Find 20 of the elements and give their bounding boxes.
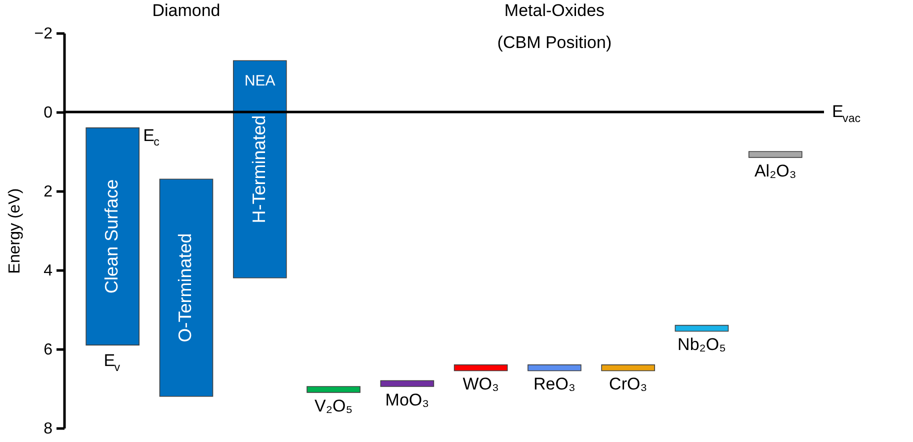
x-tick-label: V₂O₅ xyxy=(314,396,353,416)
x-tick-label: O-Terminated xyxy=(175,233,196,342)
y-tick-label: −2 xyxy=(34,26,53,42)
x-tick-label: Clean Surface xyxy=(102,179,122,294)
x-tick-label: Al₂O₃ xyxy=(754,161,796,180)
x-tick-label: CrO₃ xyxy=(609,374,648,394)
x-tick-label: ReO₃ xyxy=(534,374,576,394)
y-tick-label: 8 xyxy=(44,420,53,438)
x-tick-label: Nb₂O₅ xyxy=(678,335,726,354)
y-tick-label: 0 xyxy=(44,104,53,122)
text: Diamond xyxy=(152,1,220,20)
y-tick-label: 6 xyxy=(44,342,53,358)
x-tick-label: WO₃ xyxy=(462,374,499,394)
annotation: NEA xyxy=(244,72,276,90)
annotation: Metal-Oxides (CBM Position) xyxy=(497,1,612,52)
y-axis-title: Energy (eV) xyxy=(6,188,24,274)
x-tick-label: MoO₃ xyxy=(385,390,430,410)
y-tick-label: 2 xyxy=(44,184,53,200)
x-tick-label: H-Terminated xyxy=(248,115,269,224)
y-tick-label: 4 xyxy=(44,262,53,280)
